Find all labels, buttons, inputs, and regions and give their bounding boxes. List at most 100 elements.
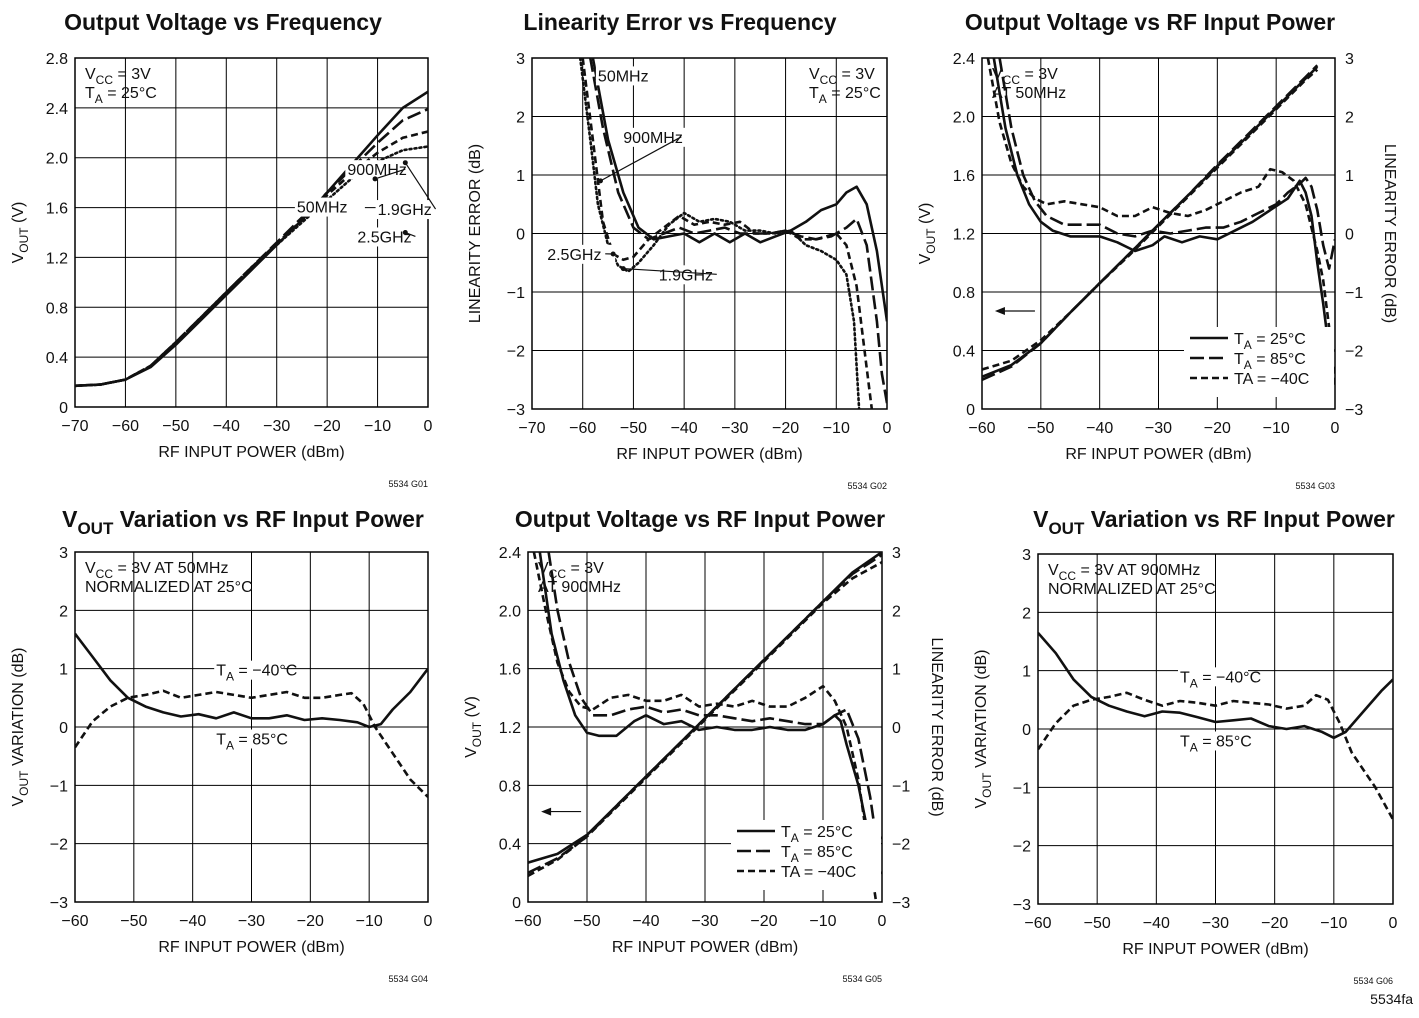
axis-arrow-head [995, 307, 1005, 315]
y-right-tick-label: 1 [892, 662, 901, 679]
figure-code: 5534 G05 [842, 974, 882, 984]
condition-text: AT 50MHz [992, 85, 1066, 102]
x-tick-label: −20 [297, 913, 324, 930]
y-tick-label: 1.2 [46, 250, 68, 267]
y-tick-label: 0.4 [953, 344, 975, 361]
annotation-label: 50MHz [297, 200, 348, 217]
x-tick-label: −50 [120, 913, 147, 930]
x-tick-label: −60 [569, 420, 596, 437]
axis-arrow-head [541, 808, 551, 816]
annotation-arrowhead [621, 266, 626, 271]
figure-code: 5534 G02 [847, 481, 887, 491]
y-tick-label: 3 [1022, 547, 1031, 564]
x-tick-label: −40 [1086, 420, 1113, 437]
x-tick-label: −40 [671, 420, 698, 437]
y-tick-label: 2.0 [46, 151, 68, 168]
y-right-tick-label: 3 [1345, 51, 1354, 68]
y-tick-label: 1.2 [953, 227, 975, 244]
annotation-label: 50MHz [598, 68, 649, 85]
annotation-arrowhead [403, 230, 408, 235]
y-tick-label: −3 [50, 895, 68, 912]
y-tick-label: −2 [1013, 839, 1031, 856]
y-right-tick-label: 0 [892, 720, 901, 737]
annotation-arrowhead [403, 160, 408, 165]
y-right-tick-label: −1 [892, 778, 910, 795]
annotation-label: 900MHz [623, 130, 683, 147]
y-tick-label: 1.6 [499, 662, 521, 679]
chart-g02: Linearity Error vs Frequency−70−60−50−40… [467, 9, 892, 491]
y-tick-label: 0 [59, 720, 68, 737]
y-tick-label: −1 [50, 778, 68, 795]
x-tick-label: −70 [518, 420, 545, 437]
condition-text: AT 900MHz [538, 579, 621, 596]
annotation-label: 1.9GHz [659, 267, 713, 284]
chart-g01: Output Voltage vs Frequency−70−60−50−40−… [10, 9, 446, 489]
chart-title: VOUT Variation vs RF Input Power [1033, 506, 1395, 538]
x-tick-label: 0 [1331, 420, 1340, 437]
y-tick-label: 2.8 [46, 51, 68, 68]
y-tick-label: 2 [516, 110, 525, 127]
y-tick-label: 0.8 [499, 778, 521, 795]
y-tick-label: 1 [1022, 664, 1031, 681]
condition-text: VCC = 3V [85, 66, 151, 87]
y-tick-label: 0 [516, 227, 525, 244]
x-tick-label: −20 [314, 418, 341, 435]
y-right-axis-label: LINEARITY ERROR (dB) [1381, 144, 1398, 323]
x-tick-label: −60 [1024, 915, 1051, 932]
y-tick-label: 1.6 [953, 168, 975, 185]
chart-title: Linearity Error vs Frequency [523, 9, 836, 35]
y-right-tick-label: 3 [892, 545, 901, 562]
x-tick-label: −40 [1143, 915, 1170, 932]
y-tick-label: −1 [1013, 780, 1031, 797]
x-tick-label: −30 [263, 418, 290, 435]
y-tick-label: 1.6 [46, 201, 68, 218]
condition-text: TA = 25°C [809, 85, 881, 106]
chart-title: Output Voltage vs RF Input Power [965, 9, 1335, 35]
annotation-label: 2.5GHz [547, 247, 601, 264]
annotation-label: 1.9GHz [378, 202, 432, 219]
chart-title: Output Voltage vs RF Input Power [515, 506, 885, 532]
x-tick-label: −50 [1027, 420, 1054, 437]
y-tick-label: −1 [507, 285, 525, 302]
y-axis-label: VOUT (V) [10, 202, 31, 264]
y-tick-label: 3 [516, 51, 525, 68]
x-tick-label: −30 [1145, 420, 1172, 437]
y-right-tick-label: −2 [1345, 344, 1363, 361]
y-tick-label: 0 [966, 402, 975, 419]
y-tick-label: 0 [59, 400, 68, 417]
y-right-tick-label: −3 [892, 895, 910, 912]
x-tick-label: −10 [823, 420, 850, 437]
annotation-label: 900MHz [347, 162, 407, 179]
x-tick-label: −10 [1263, 420, 1290, 437]
series-line-900mhz [590, 58, 887, 403]
x-tick-label: −10 [1320, 915, 1347, 932]
condition-text: TA = 25°C [85, 85, 157, 106]
y-right-tick-label: −2 [892, 837, 910, 854]
legend-label: TA = −40C [781, 864, 856, 881]
x-axis-label: RF INPUT POWER (dBm) [616, 446, 802, 463]
x-tick-label: −20 [750, 913, 777, 930]
y-axis-label: VOUT (V) [917, 203, 938, 265]
y-tick-label: 1 [59, 662, 68, 679]
x-tick-label: −60 [61, 913, 88, 930]
y-tick-label: 0.8 [46, 300, 68, 317]
x-tick-label: −30 [238, 913, 265, 930]
chart-g05: Output Voltage vs RF Input Power−60−50−4… [463, 506, 945, 984]
x-tick-label: −10 [364, 418, 391, 435]
y-tick-label: 0.4 [499, 837, 521, 854]
x-tick-label: −40 [179, 913, 206, 930]
legend-label: TA = −40C [1234, 371, 1309, 388]
y-tick-label: 0 [1022, 722, 1031, 739]
condition-text: VCC = 3V AT 50MHz [85, 560, 228, 581]
x-axis-label: RF INPUT POWER (dBm) [158, 444, 344, 461]
y-right-tick-label: −3 [1345, 402, 1363, 419]
x-tick-label: −60 [112, 418, 139, 435]
condition-text: VCC = 3V [809, 66, 875, 87]
x-tick-label: −50 [1084, 915, 1111, 932]
y-tick-label: 0.8 [953, 285, 975, 302]
chart-title: Output Voltage vs Frequency [64, 9, 382, 35]
figure-code: 5534 G01 [388, 479, 428, 489]
page-code: 5534fa [1370, 991, 1413, 1007]
series-line-2-5ghz [75, 147, 428, 386]
